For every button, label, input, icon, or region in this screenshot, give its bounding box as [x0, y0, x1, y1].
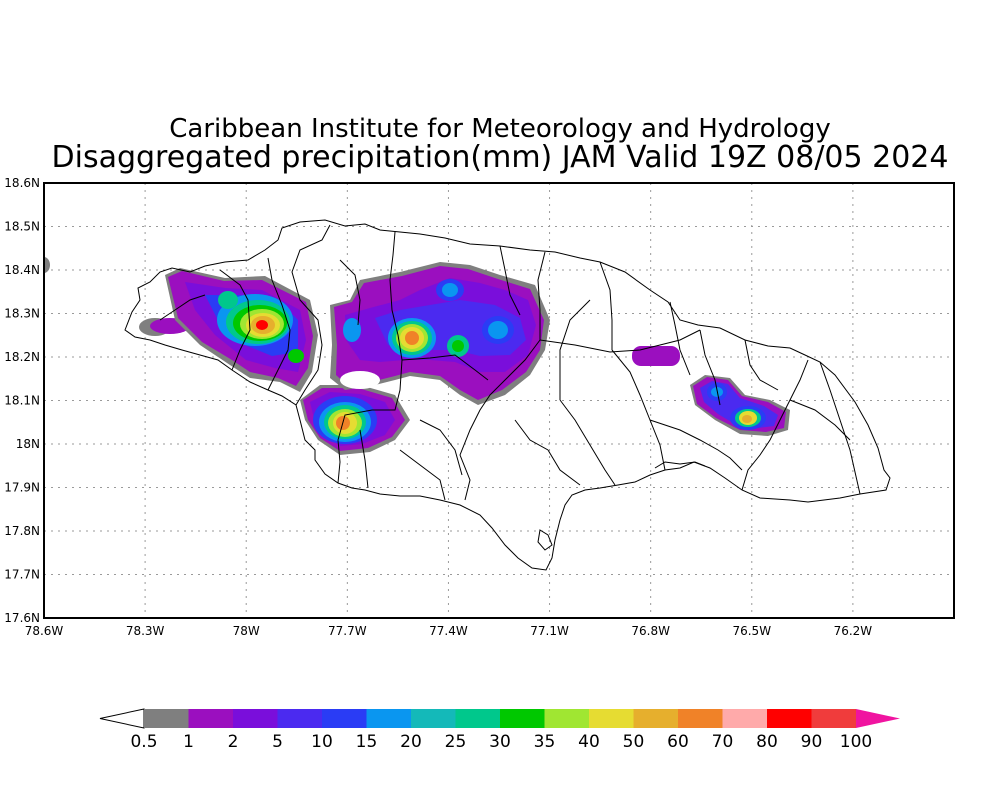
- lat-tick-label: 17.8N: [4, 524, 40, 538]
- lat-axis: 18.6N 18.5N 18.4N 18.3N 18.2N 18.1N 18N 17.9N 17…: [4, 176, 40, 625]
- lon-tick-label: 77.7W: [328, 624, 367, 638]
- colorbar-label: 10: [311, 732, 333, 752]
- colorbar-label: 100: [840, 732, 872, 752]
- colorbar-label: 80: [756, 732, 778, 752]
- colorbar-label: 90: [801, 732, 823, 752]
- colorbar-high-arrow: [856, 709, 900, 728]
- lat-tick-label: 18.2N: [4, 350, 40, 364]
- colorbar-label: 2: [228, 732, 239, 752]
- colorbar-label: 15: [356, 732, 378, 752]
- colorbar-label: 0.5: [130, 732, 157, 752]
- lat-tick-label: 18.6N: [4, 176, 40, 190]
- precip-field: [44, 257, 790, 455]
- lon-tick-label: 78.6W: [25, 624, 64, 638]
- colorbar-swatch: [144, 709, 189, 728]
- lat-tick-label: 18.5N: [4, 220, 40, 234]
- colorbar-label: 70: [712, 732, 734, 752]
- precip-cell-south: [300, 385, 410, 455]
- precip-edge-blob: [44, 257, 50, 273]
- colorbar-swatch: [678, 709, 723, 728]
- colorbar-label: 1: [183, 732, 194, 752]
- lat-tick-label: 18.4N: [4, 263, 40, 277]
- colorbar-swatch: [277, 709, 323, 728]
- precip-cell-west: [139, 268, 318, 392]
- lat-tick-label: 17.6N: [4, 611, 40, 625]
- lat-tick-label: 17.7N: [4, 568, 40, 582]
- colorbar-swatch: [633, 709, 679, 728]
- lon-tick-label: 78W: [233, 624, 260, 638]
- plot-frame: [43, 182, 955, 619]
- lat-tick-label: 18.3N: [4, 307, 40, 321]
- colorbar-swatch: [366, 709, 412, 728]
- colorbar-label: 50: [623, 732, 645, 752]
- colorbar-swatch: [500, 709, 545, 728]
- colorbar-label: 35: [534, 732, 556, 752]
- lat-tick-label: 18.1N: [4, 394, 40, 408]
- chart-subtitle: Disaggregated precipitation(mm) JAM Vali…: [51, 140, 949, 175]
- lon-axis: 78.6W 78.3W 78W 77.7W 77.4W 77.1W 76.8W 76.5W 76…: [25, 624, 873, 638]
- colorbar-swatch: [811, 709, 857, 728]
- colorbar-label: 20: [400, 732, 422, 752]
- colorbar-low-arrow: [99, 708, 145, 729]
- precip-cell-east-small: [632, 346, 680, 366]
- colorbar-swatch: [455, 709, 501, 728]
- jamaica-coastline: [124, 219, 891, 571]
- colorbar-swatch: [722, 709, 768, 728]
- colorbar-swatch: [322, 709, 367, 728]
- colorbar-label: 60: [667, 732, 689, 752]
- colorbar-label: 25: [445, 732, 467, 752]
- lon-tick-label: 78.3W: [126, 624, 165, 638]
- lat-tick-label: 17.9N: [4, 481, 40, 495]
- colorbar-swatch: [767, 709, 812, 728]
- lon-tick-label: 76.2W: [834, 624, 873, 638]
- map-grid: [44, 183, 954, 618]
- colorbar-swatch: [544, 709, 590, 728]
- colorbar: 0.5 1 2 5 10 15 20 25 30 35 40 50 60 70 80 90 100: [99, 708, 900, 752]
- colorbar-label: 5: [272, 732, 283, 752]
- lat-tick-label: 18N: [16, 437, 40, 451]
- chart-title: Caribbean Institute for Meteorology and …: [169, 114, 831, 144]
- colorbar-label: 30: [489, 732, 511, 752]
- colorbar-swatch: [188, 709, 234, 728]
- lon-tick-label: 76.8W: [631, 624, 670, 638]
- lon-tick-label: 77.1W: [530, 624, 569, 638]
- lon-tick-label: 76.5W: [732, 624, 771, 638]
- colorbar-swatch: [411, 709, 456, 728]
- lon-tick-label: 77.4W: [429, 624, 468, 638]
- precip-cell-central: [330, 262, 550, 405]
- colorbar-swatch: [589, 709, 634, 728]
- precip-cell-east: [690, 375, 790, 436]
- colorbar-swatch: [233, 709, 278, 728]
- colorbar-label: 40: [578, 732, 600, 752]
